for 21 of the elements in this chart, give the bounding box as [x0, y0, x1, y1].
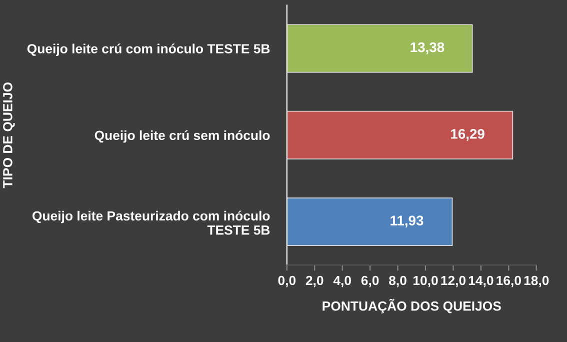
y-tick-label: Queijo leite crú sem inóculo — [94, 130, 270, 143]
x-tick-label: 6,0 — [361, 276, 379, 288]
y-axis-title: TIPO DE QUEIJO — [3, 82, 15, 188]
x-tick-label: 8,0 — [389, 276, 406, 288]
x-tick-label: 18,0 — [524, 276, 549, 288]
bar — [286, 110, 514, 160]
x-tick-label: 2,0 — [306, 276, 324, 288]
x-tick-label: 14,0 — [468, 276, 494, 288]
data-label: 11,93 — [390, 216, 424, 228]
x-tick-label: 16,0 — [496, 276, 521, 288]
data-label: 16,29 — [451, 128, 484, 141]
bar — [286, 197, 453, 246]
x-tick-label: 10,0 — [413, 276, 438, 288]
x-axis-title: PONTUAÇÃO DOS QUEIJOS — [322, 298, 501, 314]
y-tick-label: Queijo leite crú com inóculo TESTE 5B — [27, 44, 270, 56]
bar — [286, 24, 473, 73]
x-tick-label: 4,0 — [333, 276, 351, 288]
y-tick-label: Queijo leite Pasteurizado com inóculo TESTE 5B — [32, 210, 270, 235]
data-label: 13,38 — [410, 42, 444, 54]
x-tick-label: 12,0 — [441, 276, 466, 288]
x-tick-label: 0,0 — [278, 276, 296, 288]
